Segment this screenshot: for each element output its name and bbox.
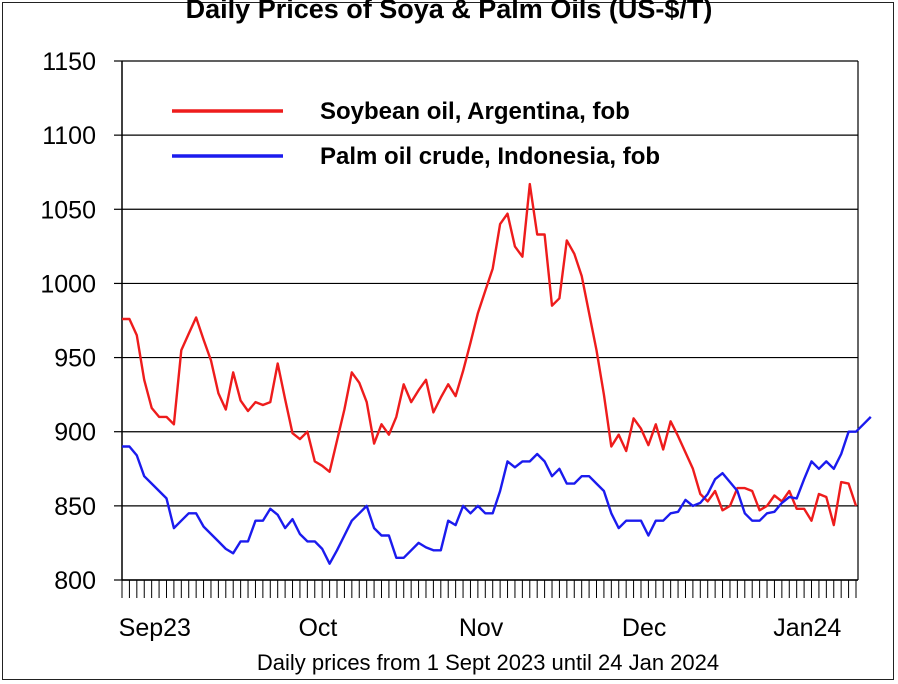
y-tick-label: 900: [54, 419, 96, 447]
x-tick-label: Dec: [622, 614, 666, 642]
chart-title: Daily Prices of Soya & Palm Oils (US-$/T…: [185, 0, 713, 24]
y-axis: 800 850 900 950 1000 1050 1100 1150: [40, 48, 122, 595]
series-lines: [122, 182, 872, 565]
legend-label-palm: Palm oil crude, Indonesia, fob: [320, 143, 660, 170]
y-tick-label: 850: [54, 493, 96, 521]
y-tick-label: 1150: [42, 48, 96, 76]
x-axis: Sep23 Oct Nov Dec Jan24: [119, 580, 857, 642]
y-tick-label: 800: [54, 567, 96, 595]
legend: Soybean oil, Argentina, fob Palm oil cru…: [172, 98, 660, 170]
series-line-palm: [122, 416, 872, 565]
y-tick-label: 1000: [40, 270, 96, 298]
x-tick-label: Jan24: [773, 614, 841, 642]
x-tick-label: Oct: [298, 614, 337, 642]
x-tick-label: Nov: [459, 614, 504, 642]
y-tick-label: 1100: [42, 122, 96, 150]
series-line-soybean: [122, 182, 858, 527]
y-tick-label: 1050: [40, 196, 96, 224]
x-tick-label: Sep23: [119, 614, 191, 642]
x-axis-label: Daily prices from 1 Sept 2023 until 24 J…: [257, 650, 719, 675]
legend-label-soybean: Soybean oil, Argentina, fob: [320, 98, 630, 125]
grid-lines: [121, 60, 859, 581]
y-tick-label: 950: [54, 345, 96, 373]
